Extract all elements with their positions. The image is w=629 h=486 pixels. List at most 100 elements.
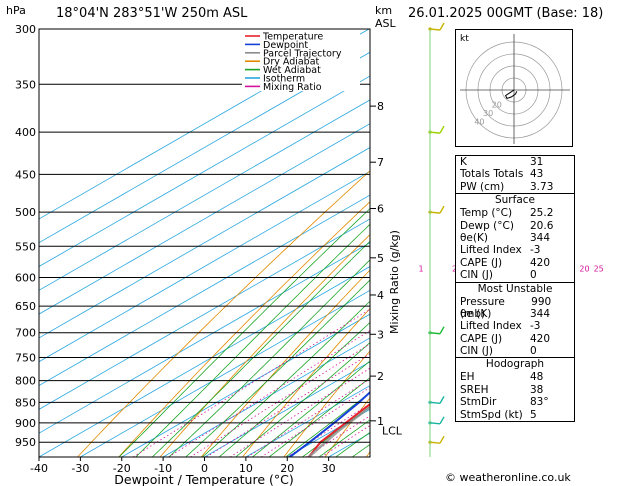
- temperature-tick-label: 20: [280, 462, 294, 475]
- wind-barb: [429, 332, 441, 335]
- series-temperature: [308, 402, 370, 457]
- legend-entry: Wet Adiabat: [263, 65, 321, 76]
- pressure-tick-label: 500: [15, 206, 36, 219]
- mixing-ratio-line: [132, 308, 370, 457]
- dry-adiabat-line: [573, 29, 629, 457]
- wind-barb: [429, 131, 441, 134]
- isotherm-line: [39, 29, 370, 220]
- height-tick-label: 8: [377, 100, 384, 113]
- height-unit-km: km: [375, 4, 393, 17]
- surface-block: Temp (°C) 25.2 Dewp (°C) 20.6 θe(K) 344 Lifted…: [456, 207, 574, 281]
- pressure-tick-label: 400: [15, 126, 36, 139]
- wet-adiabat-line: [168, 259, 370, 457]
- row-value: 20.6: [530, 219, 554, 232]
- mixing-ratio-label: 2: [452, 264, 457, 273]
- pressure-tick-label: 300: [15, 23, 36, 36]
- row-label: EH: [460, 371, 475, 384]
- row-value: 43: [530, 168, 544, 181]
- legend-entry: Isotherm: [263, 74, 305, 85]
- isotherm-line: [39, 194, 370, 387]
- mixing-ratio-label: 20: [579, 264, 589, 273]
- wet-adiabat-line: [218, 321, 370, 457]
- row-label: StmDir: [460, 396, 497, 409]
- height-tick-label: 6: [377, 203, 384, 216]
- wind-barb-flag: [439, 326, 445, 335]
- row-label: PW (cm): [460, 180, 505, 193]
- table-row: PW (cm) 3.73: [456, 181, 574, 193]
- table-row: K 31: [456, 156, 574, 168]
- table-row: Temp (°C) 25.2: [456, 207, 574, 219]
- table-row: CAPE (J) 420: [456, 257, 574, 269]
- wet-adiabat-line: [268, 377, 370, 457]
- wet-adiabat-line: [202, 300, 370, 457]
- height-tick-label: 3: [377, 328, 384, 341]
- mixing-ratio-label: 25: [594, 264, 604, 273]
- pressure-tick-label: 900: [15, 417, 36, 430]
- table-row: StmDir 83°: [456, 396, 574, 408]
- hodograph-unit: kt: [460, 34, 469, 44]
- row-label: θe (K): [460, 307, 492, 320]
- wind-barb-flag: [439, 125, 445, 134]
- table-row: Lifted Index -3: [456, 244, 574, 256]
- hodograph-trace: [504, 89, 518, 100]
- wet-adiabat-line: [235, 341, 370, 457]
- legend-entry: Dewpoint: [263, 40, 308, 51]
- pressure-tick-label: 750: [15, 351, 36, 364]
- table-row: CIN (J) 0: [456, 269, 574, 281]
- isotherm-line: [39, 51, 370, 244]
- height-unit-asl: ASL: [375, 17, 396, 30]
- row-label: Pressure (mb): [460, 295, 505, 320]
- table-row: SREH 38: [456, 384, 574, 396]
- mixing-ratio-label: 1: [419, 264, 424, 273]
- wind-barb: [429, 441, 441, 444]
- row-value: 38: [530, 383, 544, 396]
- legend-entry: Temperature: [262, 32, 323, 43]
- legend-box: [242, 31, 360, 91]
- table-row: EH 48: [456, 371, 574, 383]
- surface-title: Surface: [456, 193, 574, 207]
- row-label: Dewp (°C): [460, 219, 514, 232]
- row-label: CIN (J): [460, 269, 493, 282]
- pressure-tick-label: 700: [15, 327, 36, 340]
- pressure-tick-label: 350: [15, 78, 36, 91]
- height-tick-label: 4: [377, 289, 384, 302]
- table-row: CIN (J) 0: [456, 345, 574, 357]
- row-value: 31: [530, 156, 544, 168]
- hodograph-title: Hodograph: [456, 357, 574, 371]
- wind-barb-flag: [439, 395, 445, 404]
- wind-barb: [429, 422, 441, 425]
- most-unstable-block: Pressure (mb) 990 θe (K) 344 Lifted Index -3 C…: [456, 296, 574, 358]
- height-tick-label: 5: [377, 252, 384, 265]
- row-label: Totals Totals: [460, 168, 524, 181]
- temperature-tick-label: -30: [71, 462, 89, 475]
- temperature-tick-label: 10: [239, 462, 253, 475]
- row-label: CAPE (J): [460, 332, 503, 345]
- series-dewpoint: [289, 390, 370, 457]
- dry-adiabat-line: [118, 201, 370, 457]
- row-value: 5: [530, 408, 537, 421]
- pressure-tick-label: 450: [15, 168, 36, 181]
- table-row: θe (K) 344: [456, 308, 574, 320]
- row-label: Temp (°C): [460, 207, 513, 220]
- isotherm-line: [80, 289, 370, 457]
- pressure-tick-label: 550: [15, 240, 36, 253]
- table-row: Lifted Index -3: [456, 320, 574, 332]
- hodograph-ring-label: 40: [474, 118, 484, 127]
- wind-barb-flag: [439, 416, 445, 425]
- table-row: CAPE (J) 420: [456, 333, 574, 345]
- dry-adiabat-line: [77, 170, 370, 457]
- table-row: StmSpd (kt) 5: [456, 409, 574, 421]
- lcl-label: LCL: [382, 425, 403, 438]
- row-label: Lifted Index: [460, 320, 522, 333]
- legend-entry: Mixing Ratio: [263, 82, 322, 93]
- wind-barb: [429, 28, 441, 31]
- most-unstable-title: Most Unstable: [456, 281, 574, 296]
- isotherm-line: [39, 147, 370, 339]
- wet-adiabat-line: [118, 208, 370, 457]
- row-label: K: [460, 156, 467, 168]
- wet-adiabat-line: [285, 392, 370, 457]
- height-tick-label: 2: [377, 370, 384, 383]
- isotherm-line: [39, 218, 370, 410]
- dry-adiabat-line: [200, 269, 370, 457]
